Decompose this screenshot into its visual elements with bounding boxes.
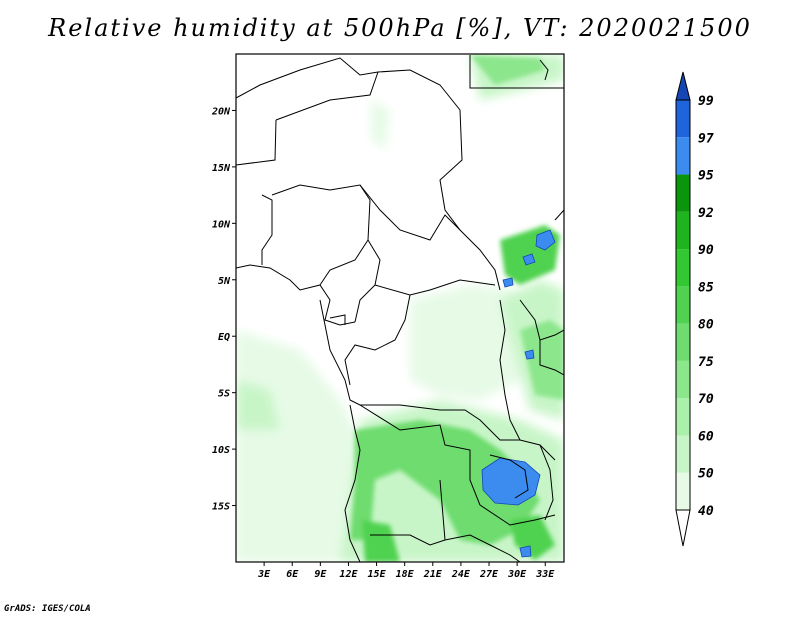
lon-tick-label: 15E bbox=[368, 569, 387, 580]
lon-tick-label: 33E bbox=[535, 569, 555, 580]
lat-tick-label: 5N bbox=[218, 276, 231, 287]
lon-tick-label: 6E bbox=[286, 569, 299, 580]
lat-tick-label: 5S bbox=[218, 389, 230, 400]
colorbar-segment bbox=[676, 174, 690, 212]
colorbar-segment bbox=[675, 509, 691, 547]
colorbar-segment bbox=[676, 435, 690, 473]
lat-tick-label: 20N bbox=[211, 106, 231, 117]
colorbar-segment bbox=[676, 211, 690, 250]
humidity-field bbox=[236, 55, 564, 562]
lat-tick-label: 10S bbox=[212, 445, 230, 456]
colorbar-segment bbox=[676, 472, 690, 510]
lon-tick-label: 9E bbox=[314, 569, 327, 580]
colorbar-label: 85 bbox=[698, 280, 714, 295]
lat-tick-label: 15S bbox=[212, 502, 230, 513]
longitude-axis: 3E 6E 9E 12E 15E 18E 21E 24E 27E 30E 33E bbox=[257, 562, 555, 580]
colorbar-label: 60 bbox=[698, 429, 714, 444]
lat-tick-label: EQ bbox=[218, 332, 230, 343]
colorbar-label: 50 bbox=[698, 467, 714, 482]
colorbar-segment bbox=[676, 323, 690, 361]
colorbar-label: 80 bbox=[698, 318, 714, 333]
lon-tick-label: 12E bbox=[339, 569, 358, 580]
latitude-axis: 20N 15N 10N 5N EQ 5S 10S 15S bbox=[211, 106, 236, 513]
lon-tick-label: 3E bbox=[257, 569, 271, 580]
colorbar-segment bbox=[676, 100, 690, 138]
colorbar-segment bbox=[676, 286, 690, 324]
colorbar-label: 40 bbox=[698, 504, 714, 519]
colorbar-label: 95 bbox=[698, 169, 714, 184]
lon-tick-label: 30E bbox=[507, 569, 527, 580]
colorbar-label: 90 bbox=[698, 243, 714, 258]
lon-tick-label: 27E bbox=[479, 569, 499, 580]
lon-tick-label: 24E bbox=[451, 569, 471, 580]
colorbar-segment bbox=[676, 360, 690, 399]
colorbar-label: 70 bbox=[698, 392, 714, 407]
colorbar-label: 97 bbox=[698, 131, 714, 146]
lat-tick-label: 10N bbox=[212, 219, 231, 230]
colorbar-label: 92 bbox=[698, 206, 714, 221]
colorbar-segment bbox=[676, 398, 690, 436]
map-frame bbox=[235, 53, 565, 563]
colorbar-label: 99 bbox=[698, 94, 714, 109]
colorbar-segment bbox=[676, 249, 690, 287]
map-title: Relative humidity at 500hPa [%], VT: 202… bbox=[48, 14, 752, 42]
colorbar-label: 75 bbox=[698, 355, 714, 370]
lon-tick-label: 18E bbox=[396, 569, 415, 580]
grads-credit: GrADS: IGES/COLA bbox=[4, 604, 91, 614]
lon-tick-label: 21E bbox=[423, 569, 443, 580]
colorbar-segment bbox=[675, 71, 691, 101]
colorbar: 40 50 60 70 75 80 85 90 92 95 97 99 bbox=[675, 71, 714, 547]
colorbar-segment bbox=[676, 137, 690, 175]
lat-tick-label: 15N bbox=[212, 163, 231, 174]
country-borders bbox=[236, 55, 564, 562]
colorbar-frame bbox=[675, 99, 691, 511]
